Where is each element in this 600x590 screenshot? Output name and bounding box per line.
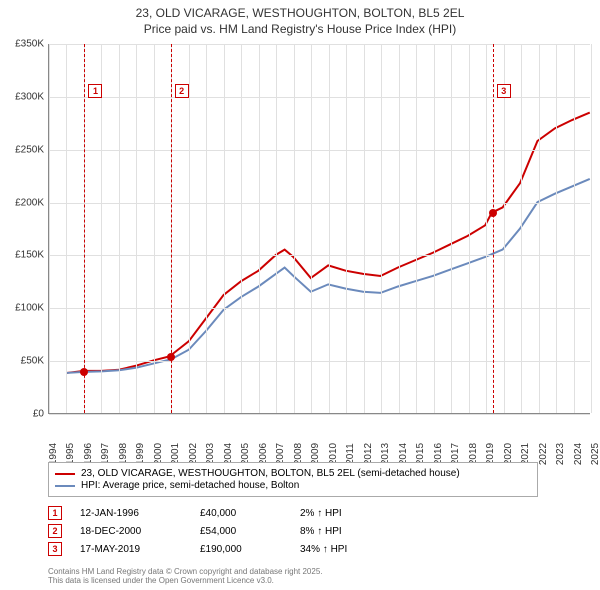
gridline-v bbox=[539, 44, 540, 413]
y-tick-label: £300K bbox=[15, 91, 44, 102]
gridline-v bbox=[504, 44, 505, 413]
gridline-v bbox=[189, 44, 190, 413]
x-tick-label: 2025 bbox=[590, 443, 600, 465]
gridline-v bbox=[101, 44, 102, 413]
gridline-v bbox=[486, 44, 487, 413]
event-price: £190,000 bbox=[200, 544, 300, 555]
gridline-v bbox=[136, 44, 137, 413]
attribution-line-2: This data is licensed under the Open Gov… bbox=[48, 576, 323, 586]
event-marker-box: 3 bbox=[497, 84, 511, 98]
gridline-v bbox=[329, 44, 330, 413]
gridline-v bbox=[364, 44, 365, 413]
gridline-v bbox=[434, 44, 435, 413]
y-tick-label: £0 bbox=[33, 409, 44, 420]
gridline-v bbox=[451, 44, 452, 413]
gridline-v bbox=[521, 44, 522, 413]
y-tick-label: £350K bbox=[15, 39, 44, 50]
gridline-h bbox=[49, 150, 590, 151]
legend-label: 23, OLD VICARAGE, WESTHOUGHTON, BOLTON, … bbox=[81, 468, 460, 479]
legend: 23, OLD VICARAGE, WESTHOUGHTON, BOLTON, … bbox=[48, 462, 538, 497]
gridline-v bbox=[206, 44, 207, 413]
gridline-v bbox=[381, 44, 382, 413]
chart-container: 23, OLD VICARAGE, WESTHOUGHTON, BOLTON, … bbox=[0, 0, 600, 590]
gridline-v bbox=[311, 44, 312, 413]
x-tick-label: 2022 bbox=[538, 443, 549, 465]
event-row: 3 17-MAY-2019£190,00034% ↑ HPI bbox=[48, 542, 538, 556]
gridline-v bbox=[346, 44, 347, 413]
gridline-v bbox=[294, 44, 295, 413]
y-tick-label: £150K bbox=[15, 250, 44, 261]
event-date: 17-MAY-2019 bbox=[80, 544, 200, 555]
event-price: £54,000 bbox=[200, 526, 300, 537]
chart-area: 1 2 3 bbox=[48, 44, 590, 414]
gridline-h bbox=[49, 308, 590, 309]
event-number-box: 1 bbox=[48, 506, 62, 520]
event-date: 12-JAN-1996 bbox=[80, 508, 200, 519]
gridline-v bbox=[241, 44, 242, 413]
y-tick-label: £250K bbox=[15, 144, 44, 155]
gridline-h bbox=[49, 414, 590, 415]
gridline-v bbox=[556, 44, 557, 413]
gridline-v bbox=[66, 44, 67, 413]
title-line-2: Price paid vs. HM Land Registry's House … bbox=[0, 22, 600, 38]
legend-label: HPI: Average price, semi-detached house,… bbox=[81, 480, 299, 491]
event-pct: 8% ↑ HPI bbox=[300, 526, 400, 537]
gridline-v bbox=[469, 44, 470, 413]
gridline-v bbox=[416, 44, 417, 413]
gridline-v bbox=[399, 44, 400, 413]
sale-point-marker bbox=[167, 353, 175, 361]
gridline-h bbox=[49, 203, 590, 204]
x-tick-label: 2023 bbox=[555, 443, 566, 465]
y-tick-label: £100K bbox=[15, 303, 44, 314]
y-tick-label: £50K bbox=[21, 356, 44, 367]
legend-swatch bbox=[55, 473, 75, 475]
legend-row: HPI: Average price, semi-detached house,… bbox=[55, 480, 531, 491]
title-line-1: 23, OLD VICARAGE, WESTHOUGHTON, BOLTON, … bbox=[0, 6, 600, 22]
attribution: Contains HM Land Registry data © Crown c… bbox=[48, 567, 323, 586]
event-pct: 2% ↑ HPI bbox=[300, 508, 400, 519]
sale-point-marker bbox=[80, 368, 88, 376]
gridline-h bbox=[49, 255, 590, 256]
y-axis-labels: £0£50K£100K£150K£200K£250K£300K£350K bbox=[0, 44, 46, 414]
gridline-v bbox=[119, 44, 120, 413]
gridline-v bbox=[49, 44, 50, 413]
event-marker-line bbox=[493, 44, 494, 413]
gridline-h bbox=[49, 44, 590, 45]
y-tick-label: £200K bbox=[15, 197, 44, 208]
title-block: 23, OLD VICARAGE, WESTHOUGHTON, BOLTON, … bbox=[0, 0, 600, 41]
chart-svg bbox=[49, 44, 590, 413]
event-row: 1 12-JAN-1996£40,0002% ↑ HPI bbox=[48, 506, 538, 520]
event-marker-box: 1 bbox=[88, 84, 102, 98]
gridline-v bbox=[591, 44, 592, 413]
gridline-v bbox=[224, 44, 225, 413]
event-pct: 34% ↑ HPI bbox=[300, 544, 400, 555]
gridline-v bbox=[574, 44, 575, 413]
event-marker-line bbox=[84, 44, 85, 413]
event-date: 18-DEC-2000 bbox=[80, 526, 200, 537]
x-axis-labels: 1994199519961997199819992000200120022003… bbox=[48, 418, 590, 458]
event-row: 2 18-DEC-2000£54,0008% ↑ HPI bbox=[48, 524, 538, 538]
attribution-line-1: Contains HM Land Registry data © Crown c… bbox=[48, 567, 323, 577]
legend-swatch bbox=[55, 485, 75, 487]
x-tick-label: 2024 bbox=[573, 443, 584, 465]
event-price: £40,000 bbox=[200, 508, 300, 519]
sale-point-marker bbox=[489, 209, 497, 217]
event-number-box: 3 bbox=[48, 542, 62, 556]
gridline-v bbox=[259, 44, 260, 413]
gridline-h bbox=[49, 361, 590, 362]
events-table: 1 12-JAN-1996£40,0002% ↑ HPI 2 18-DEC-2000£… bbox=[48, 502, 538, 560]
gridline-v bbox=[276, 44, 277, 413]
event-marker-box: 2 bbox=[175, 84, 189, 98]
legend-row: 23, OLD VICARAGE, WESTHOUGHTON, BOLTON, … bbox=[55, 468, 531, 479]
event-number-box: 2 bbox=[48, 524, 62, 538]
gridline-v bbox=[154, 44, 155, 413]
